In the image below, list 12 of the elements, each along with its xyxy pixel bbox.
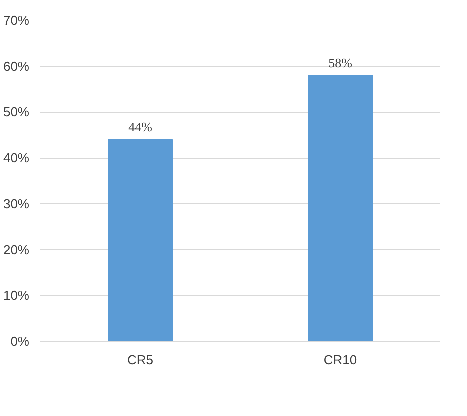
data-label: 44% [128,120,153,135]
y-tick-label: 40% [3,150,30,166]
y-tick-label: 20% [3,242,30,258]
y-tick-label: 50% [3,104,30,120]
y-tick-label: 70% [3,13,30,28]
x-tick-label: CR5 [127,352,154,368]
y-tick-label: 60% [3,58,30,74]
y-tick-label: 30% [3,196,30,212]
data-label: 58% [328,56,353,71]
y-tick-label: 0% [10,334,30,349]
x-tick-label: CR10 [324,352,358,368]
y-tick-label: 10% [3,288,30,304]
